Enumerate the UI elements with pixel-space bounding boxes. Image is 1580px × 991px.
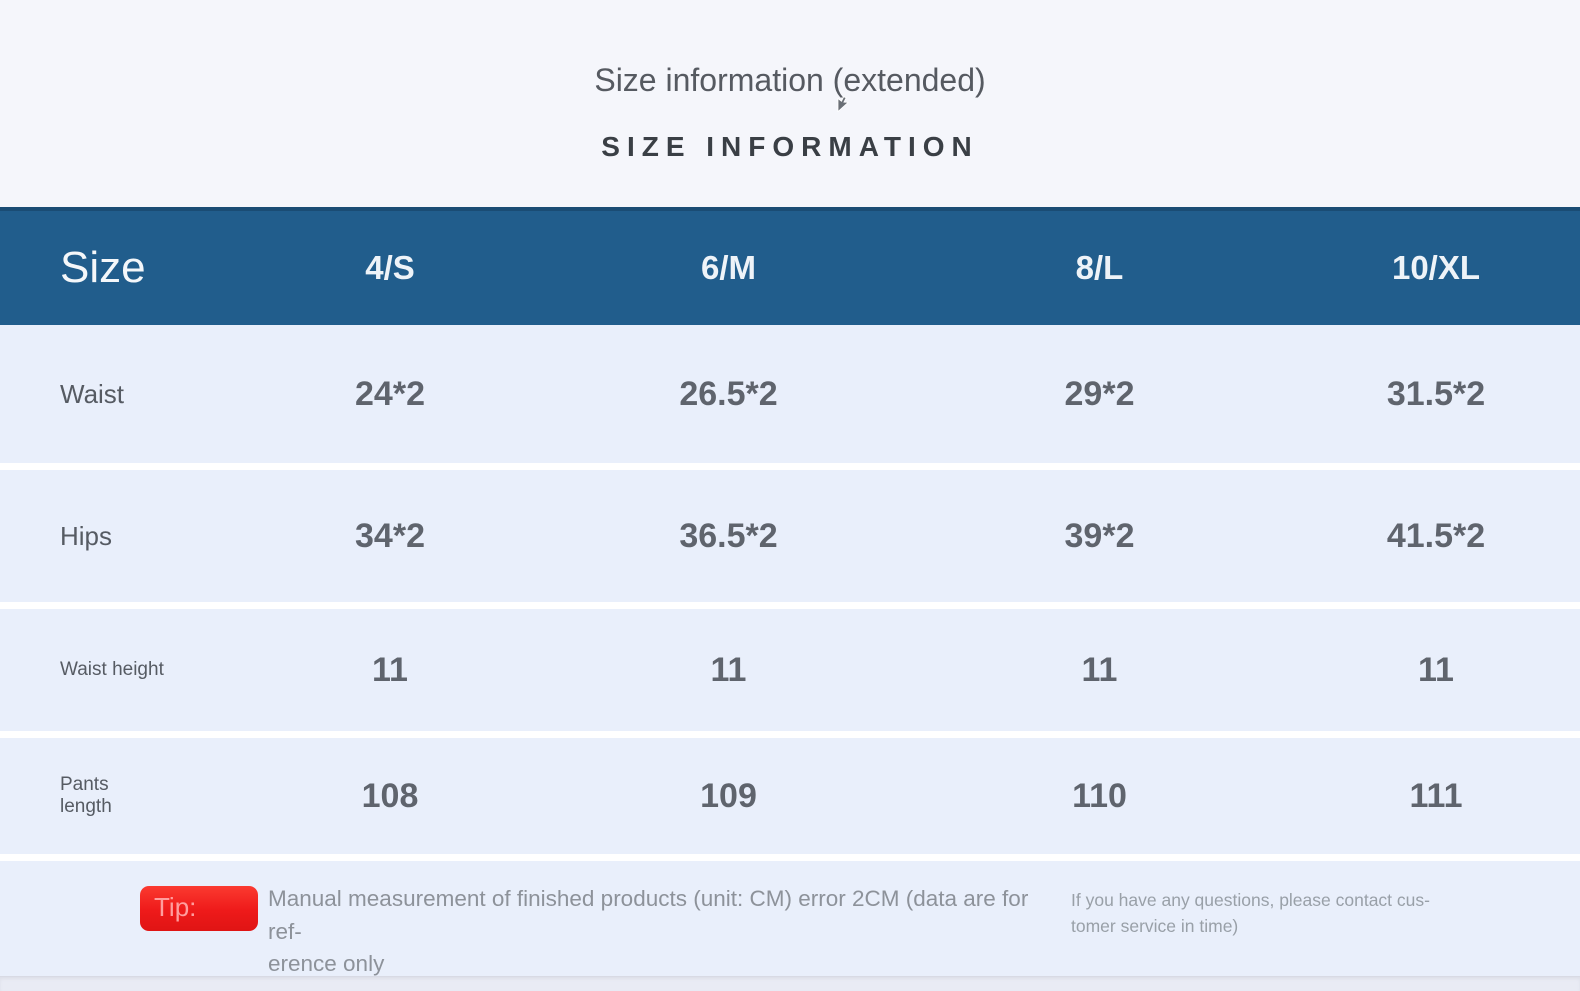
row-label: Pants length (60, 774, 112, 817)
cell-value: 24*2 (355, 374, 425, 413)
cell-value: 11 (372, 650, 408, 689)
tip-contact-line-1: If you have any questions, please contac… (1071, 890, 1430, 910)
cell-value: 31.5*2 (1386, 374, 1486, 413)
cell-value: 11 (1081, 650, 1118, 689)
cell-value: 11 (1418, 650, 1454, 689)
table-row-pants-length: Pants length 108 109 110 111 (0, 738, 1580, 854)
row-label: Waist (60, 378, 125, 409)
cell-value: 36.5*2 (679, 516, 778, 555)
header-col-4s: 4/S (365, 249, 415, 286)
tip-note-line-2: erence only (268, 951, 385, 977)
cell-value: 41.5*2 (1386, 516, 1486, 555)
row-label: Waist height (60, 659, 164, 681)
cell-value: 26.5*2 (679, 374, 778, 413)
tip-note: Manual measurement of finished products … (268, 883, 1043, 981)
table-header-row: Size 4/S 6/M 8/L 10/XL (0, 207, 1580, 325)
row-label: Hips (60, 520, 113, 551)
tip-contact-line-2: tomer service in time) (1071, 916, 1239, 937)
cell-value: 111 (1409, 776, 1463, 815)
cell-value: 39*2 (1064, 516, 1135, 555)
size-table-body: Waist 24*2 26.5*2 29*2 31.5*2 Hips 34*2 … (0, 325, 1580, 976)
header-size-label: Size (60, 243, 146, 292)
cell-value: 11 (710, 650, 747, 689)
tip-note-line-1: Manual measurement of finished products … (268, 886, 1029, 944)
header-col-6m: 6/M (700, 249, 756, 286)
header-col-10xl: 10/XL (1391, 249, 1481, 286)
page-title: Size information (extended) (594, 62, 986, 98)
cursor-icon (836, 96, 850, 113)
footer-strip (0, 976, 1580, 991)
table-row-waist-height: Waist height 11 11 11 11 (0, 609, 1580, 731)
tip-row: Tip: Manual measurement of finished prod… (0, 861, 1580, 976)
table-row-hips: Hips 34*2 36.5*2 39*2 41.5*2 (0, 470, 1580, 602)
cell-value: 110 (1072, 776, 1127, 815)
page-header: Size information (extended) SIZE INFORMA… (0, 0, 1580, 207)
cell-value: 109 (700, 776, 757, 815)
cell-value: 108 (361, 776, 419, 815)
header-col-8l: 8/L (1075, 249, 1124, 286)
tip-badge: Tip: (140, 886, 258, 931)
table-row-waist: Waist 24*2 26.5*2 29*2 31.5*2 (0, 325, 1580, 463)
tip-contact-note: If you have any questions, please contac… (1071, 887, 1451, 940)
cell-value: 29*2 (1064, 374, 1135, 413)
section-heading: SIZE INFORMATION (601, 131, 979, 162)
cell-value: 34*2 (355, 516, 425, 555)
